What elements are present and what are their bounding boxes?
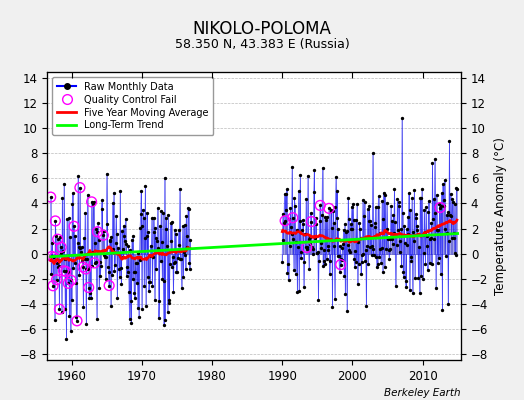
Point — [62, 268, 70, 274]
Point — [93, 228, 102, 235]
Point — [49, 282, 57, 289]
Point — [82, 266, 90, 272]
Point — [99, 232, 107, 238]
Point — [48, 253, 56, 260]
Text: Berkeley Earth: Berkeley Earth — [385, 388, 461, 398]
Point — [316, 202, 324, 209]
Point — [336, 262, 345, 268]
Point — [105, 282, 113, 289]
Point — [64, 280, 72, 286]
Y-axis label: Temperature Anomaly (°C): Temperature Anomaly (°C) — [494, 137, 507, 295]
Point — [73, 318, 81, 324]
Point — [51, 218, 60, 224]
Point — [55, 306, 63, 312]
Point — [302, 244, 311, 251]
Point — [325, 205, 333, 212]
Point — [307, 218, 315, 225]
Point — [84, 284, 93, 291]
Point — [57, 244, 66, 250]
Point — [47, 194, 55, 200]
Point — [436, 204, 444, 211]
Point — [52, 276, 61, 283]
Legend: Raw Monthly Data, Quality Control Fail, Five Year Moving Average, Long-Term Tren: Raw Monthly Data, Quality Control Fail, … — [52, 77, 213, 135]
Point — [79, 264, 87, 270]
Point — [59, 268, 68, 274]
Point — [53, 236, 62, 242]
Text: NIKOLO-POLOMA: NIKOLO-POLOMA — [192, 20, 332, 38]
Point — [70, 223, 78, 230]
Point — [50, 254, 58, 261]
Point — [289, 214, 297, 221]
Point — [67, 277, 75, 284]
Point — [90, 260, 99, 266]
Text: 58.350 N, 43.383 E (Russia): 58.350 N, 43.383 E (Russia) — [174, 38, 350, 51]
Point — [88, 199, 96, 205]
Point — [75, 184, 84, 191]
Point — [281, 218, 289, 224]
